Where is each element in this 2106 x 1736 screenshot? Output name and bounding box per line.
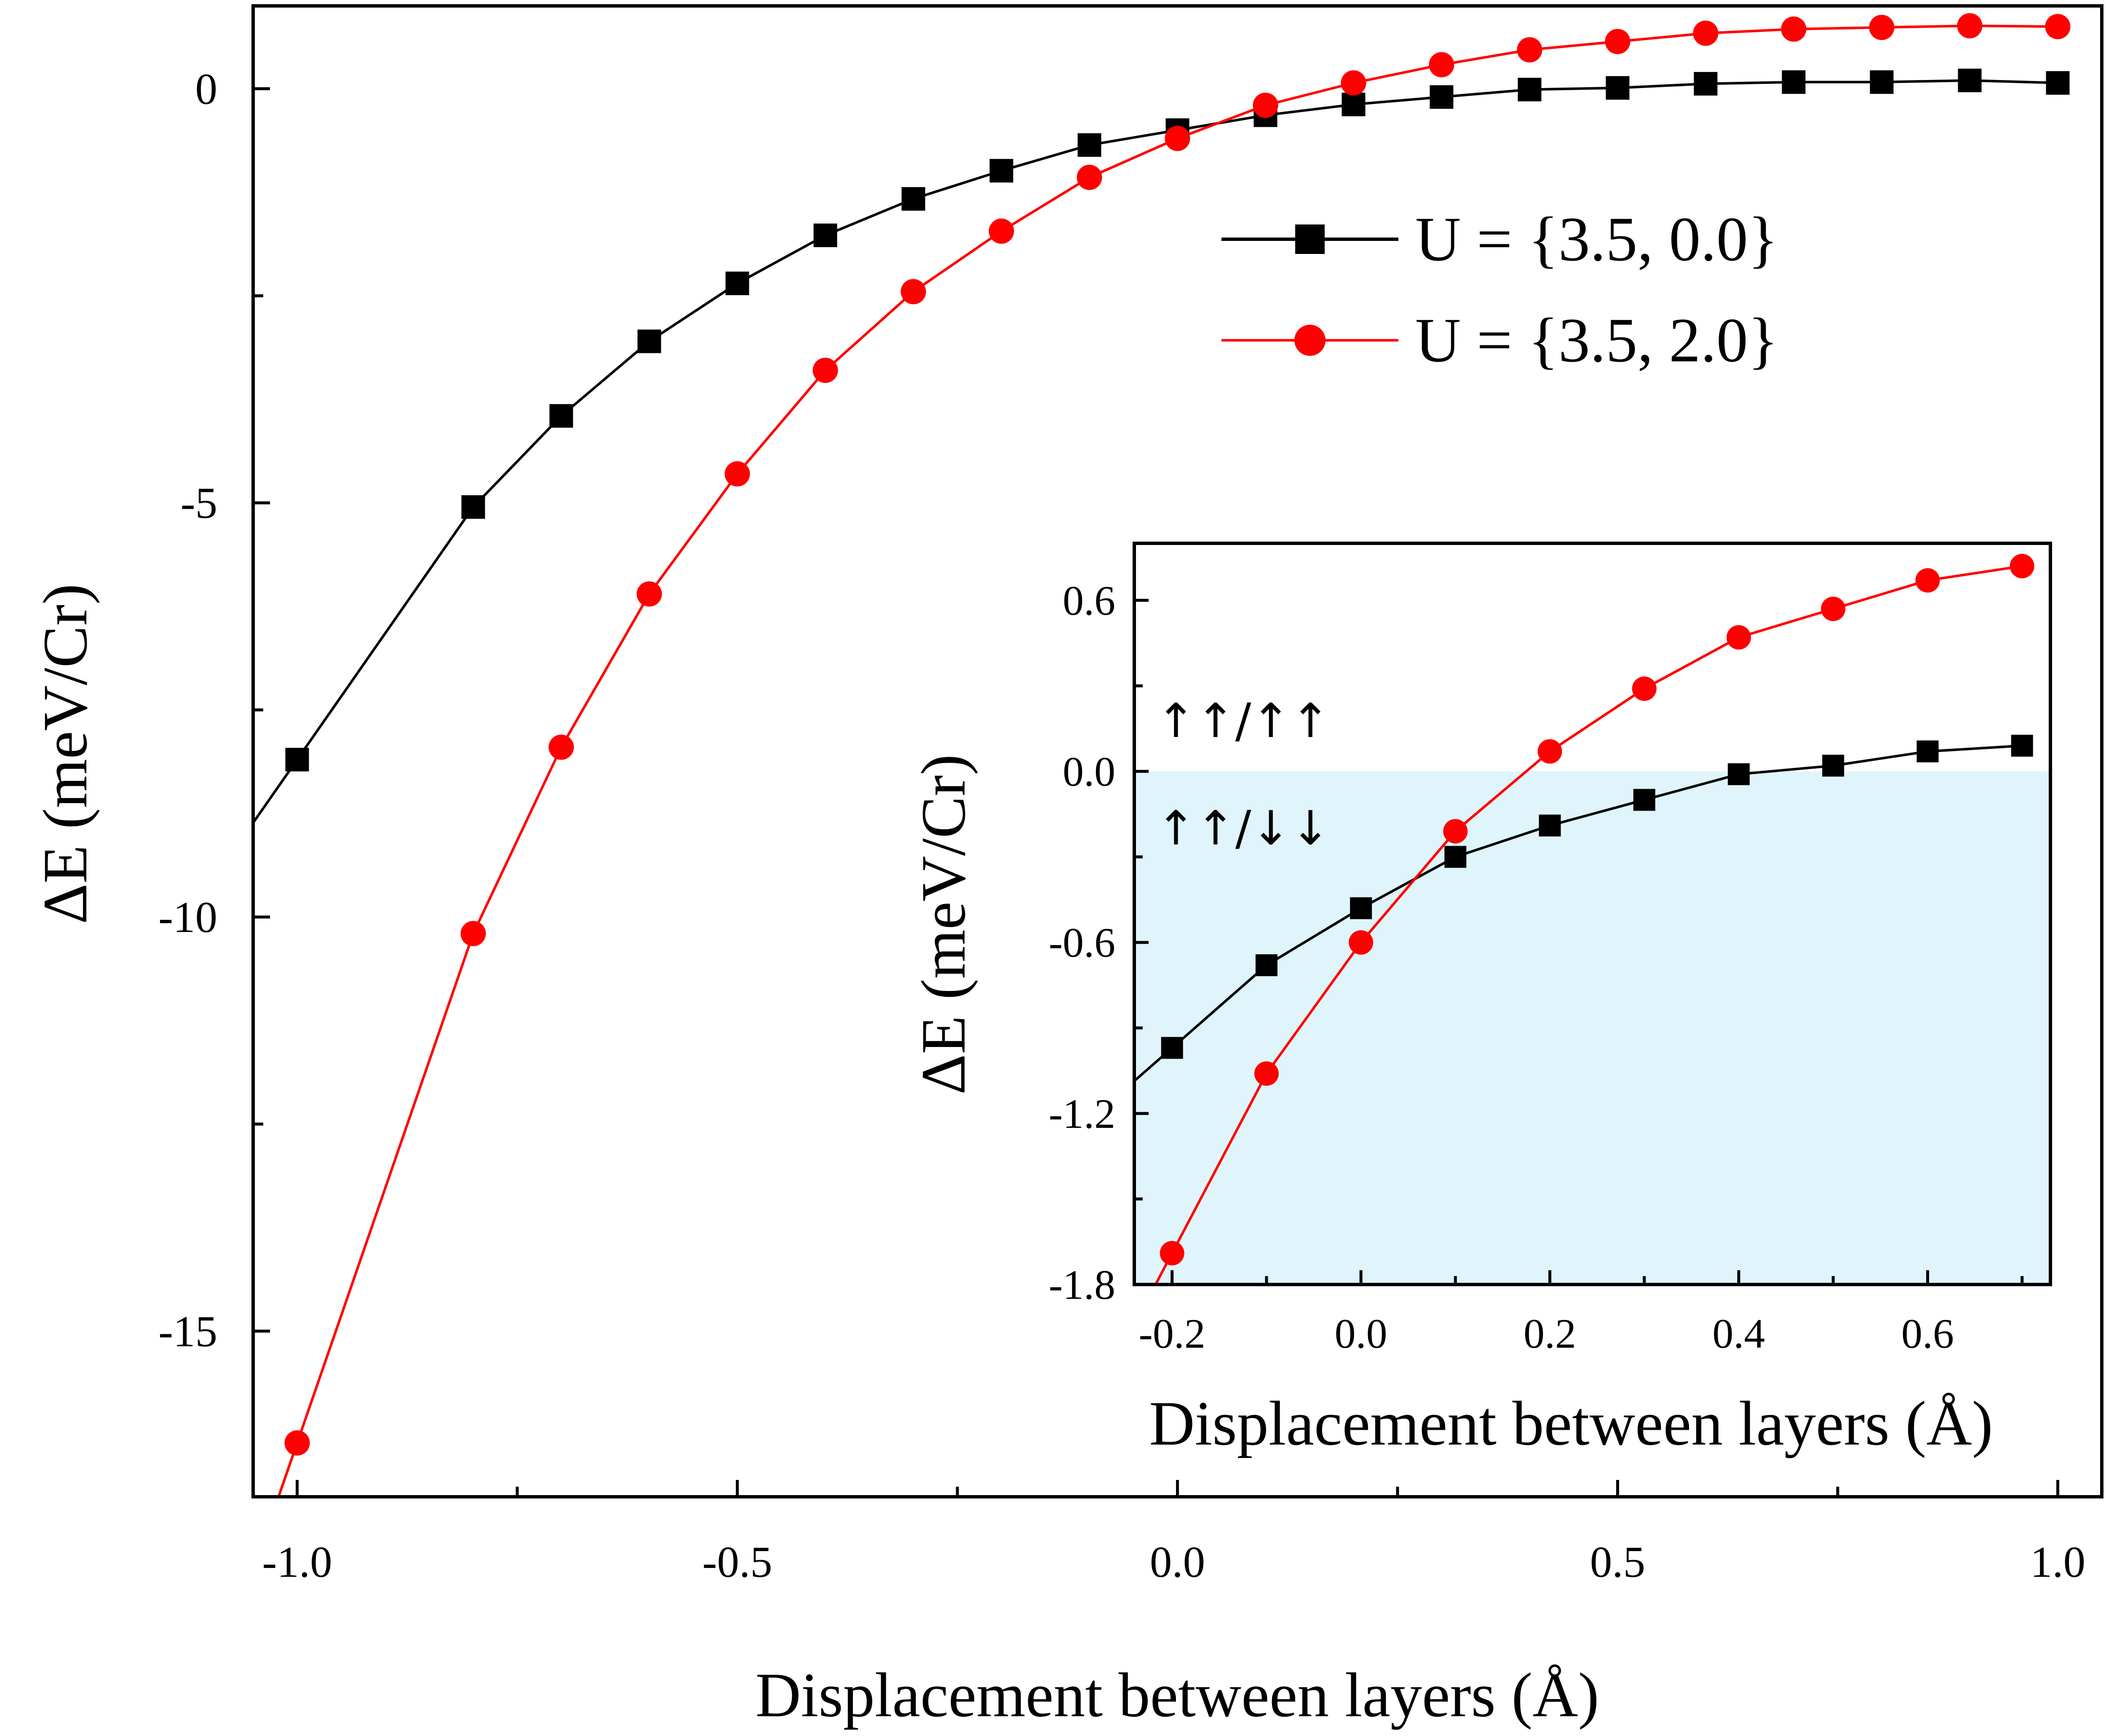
inset-x-tick-label: 0.6 xyxy=(1901,1310,1954,1357)
annotation-antiparallel-spins: ↑↑/↓↓ xyxy=(1156,801,1330,856)
main-point-u-3-5-2-0 xyxy=(1253,93,1278,118)
inset-point-u-3-5-0-0 xyxy=(1539,815,1561,837)
inset-point-u-3-5-2-0 xyxy=(1537,739,1562,764)
inset-y-axis-title: ΔE (meV/Cr) xyxy=(909,754,978,1095)
main-y-tick-label: 0 xyxy=(195,64,218,113)
main-point-u-3-5-0-0 xyxy=(285,748,309,772)
legend: U = {3.5, 0.0} U = {3.5, 2.0} xyxy=(1221,204,1778,375)
annotation-parallel-spins: ↑↑/↑↑ xyxy=(1156,694,1330,748)
main-x-tick-label: 0.5 xyxy=(1590,1537,1645,1586)
main-point-u-3-5-0-0 xyxy=(2046,71,2070,95)
inset-shaded-region xyxy=(1134,771,2050,1285)
main-point-u-3-5-2-0 xyxy=(1341,70,1366,96)
inset-point-u-3-5-0-0 xyxy=(1444,846,1467,868)
main-y-tick-label: -15 xyxy=(158,1306,217,1356)
inset-point-u-3-5-0-0 xyxy=(1916,740,1939,763)
inset-point-u-3-5-2-0 xyxy=(1726,625,1751,650)
main-x-axis-title: Displacement between layers (Å) xyxy=(755,1660,1599,1730)
main-point-u-3-5-0-0 xyxy=(813,223,837,247)
main-point-u-3-5-2-0 xyxy=(1077,165,1102,190)
inset-x-tick-label: 0.0 xyxy=(1335,1310,1387,1357)
main-markers xyxy=(284,13,2071,1456)
inset-x-axis-title: Displacement between layers (Å) xyxy=(1149,1389,1993,1458)
inset-point-u-3-5-0-0 xyxy=(2011,734,2033,757)
inset-y-tick-label: 0.0 xyxy=(1063,748,1115,795)
main-x-tick-label: -0.5 xyxy=(702,1537,772,1586)
main-point-u-3-5-0-0 xyxy=(1606,76,1630,100)
main-point-u-3-5-2-0 xyxy=(1693,20,1718,46)
inset-point-u-3-5-2-0 xyxy=(2010,554,2034,579)
main-point-u-3-5-0-0 xyxy=(901,187,925,211)
inset-x-tick-label: 0.2 xyxy=(1523,1310,1576,1357)
main-point-u-3-5-2-0 xyxy=(901,279,926,304)
main-point-u-3-5-0-0 xyxy=(1870,70,1894,94)
inset-y-tick-label: -0.6 xyxy=(1049,919,1115,966)
inset-point-u-3-5-2-0 xyxy=(1443,819,1468,844)
legend-marker-square xyxy=(1295,224,1325,254)
inset-tick-labels: -0.2 0.0 0.2 0.4 0.6 0.6 0.0 -0.6 -1.2 -1.8 xyxy=(1049,577,1954,1357)
main-plot: -1.0 -0.5 0.0 0.5 1.0 0 -5 -10 -15 Displacement … xyxy=(30,4,2103,1730)
inset-y-tick-label: -1.8 xyxy=(1049,1261,1115,1308)
main-point-u-3-5-0-0 xyxy=(725,271,749,295)
inset-point-u-3-5-2-0 xyxy=(1254,1061,1279,1086)
inset-point-u-3-5-0-0 xyxy=(1728,763,1750,785)
main-point-u-3-5-2-0 xyxy=(1781,16,1807,42)
main-point-u-3-5-2-0 xyxy=(989,218,1014,244)
main-point-u-3-5-2-0 xyxy=(1957,13,1983,39)
main-point-u-3-5-2-0 xyxy=(636,581,662,607)
inset-plot: -0.2 0.0 0.2 0.4 0.6 0.6 0.0 -0.6 -1.2 -1.8 ↑↑/↑↑… xyxy=(909,542,2052,1458)
main-point-u-3-5-0-0 xyxy=(1694,72,1718,96)
inset-point-u-3-5-2-0 xyxy=(1160,1241,1184,1266)
main-point-u-3-5-0-0 xyxy=(1782,70,1806,94)
inset-y-tick-label: 0.6 xyxy=(1063,577,1115,624)
main-x-tick-label: -1.0 xyxy=(262,1537,332,1586)
inset-point-u-3-5-0-0 xyxy=(1350,897,1372,919)
inset-point-u-3-5-2-0 xyxy=(1821,596,1846,621)
inset-point-u-3-5-0-0 xyxy=(1822,755,1844,777)
main-point-u-3-5-2-0 xyxy=(284,1430,310,1456)
inset-x-tick-label: 0.4 xyxy=(1713,1310,1765,1357)
inset-x-tick-label: -0.2 xyxy=(1139,1310,1205,1357)
main-point-u-3-5-0-0 xyxy=(1342,93,1366,117)
main-point-u-3-5-0-0 xyxy=(1958,69,1982,92)
main-plot-frame xyxy=(251,4,2103,1498)
main-point-u-3-5-2-0 xyxy=(1605,29,1630,54)
inset-point-u-3-5-0-0 xyxy=(1255,954,1277,976)
main-point-u-3-5-2-0 xyxy=(2045,14,2071,40)
main-point-u-3-5-0-0 xyxy=(637,329,661,353)
main-point-u-3-5-2-0 xyxy=(460,921,486,946)
main-point-u-3-5-2-0 xyxy=(1517,37,1542,63)
legend-label-u-3-5-2-0: U = {3.5, 2.0} xyxy=(1415,305,1778,375)
inset-point-u-3-5-0-0 xyxy=(1633,789,1655,811)
main-point-u-3-5-2-0 xyxy=(812,358,838,383)
main-point-u-3-5-0-0 xyxy=(461,495,485,519)
main-point-u-3-5-0-0 xyxy=(1518,77,1542,101)
legend-label-u-3-5-0-0: U = {3.5, 0.0} xyxy=(1415,204,1778,274)
inset-markers xyxy=(1160,554,2034,1266)
main-tick-labels: -1.0 -0.5 0.0 0.5 1.0 0 -5 -10 -15 xyxy=(158,64,2085,1586)
legend-marker-circle xyxy=(1294,325,1326,356)
main-y-tick-label: -5 xyxy=(181,478,217,528)
main-point-u-3-5-2-0 xyxy=(1165,126,1190,151)
inset-y-tick-label: -1.2 xyxy=(1049,1090,1115,1137)
main-point-u-3-5-2-0 xyxy=(724,461,750,487)
main-point-u-3-5-0-0 xyxy=(1430,85,1454,109)
main-y-axis-title: ΔE (meV/Cr) xyxy=(30,584,100,924)
inset-point-u-3-5-2-0 xyxy=(1349,930,1374,955)
main-point-u-3-5-2-0 xyxy=(1869,15,1895,40)
main-point-u-3-5-0-0 xyxy=(549,404,573,428)
main-y-tick-label: -10 xyxy=(158,892,217,942)
main-point-u-3-5-0-0 xyxy=(1077,133,1101,157)
main-x-tick-label: 0.0 xyxy=(1150,1537,1205,1586)
main-point-u-3-5-0-0 xyxy=(989,159,1013,183)
main-x-tick-label: 1.0 xyxy=(2030,1537,2085,1586)
inset-point-u-3-5-0-0 xyxy=(1161,1037,1183,1059)
main-point-u-3-5-2-0 xyxy=(1429,52,1454,77)
inset-point-u-3-5-2-0 xyxy=(1915,568,1940,593)
main-point-u-3-5-2-0 xyxy=(548,734,574,760)
inset-point-u-3-5-2-0 xyxy=(1632,676,1657,701)
inset-plot-frame xyxy=(1133,542,2052,1286)
